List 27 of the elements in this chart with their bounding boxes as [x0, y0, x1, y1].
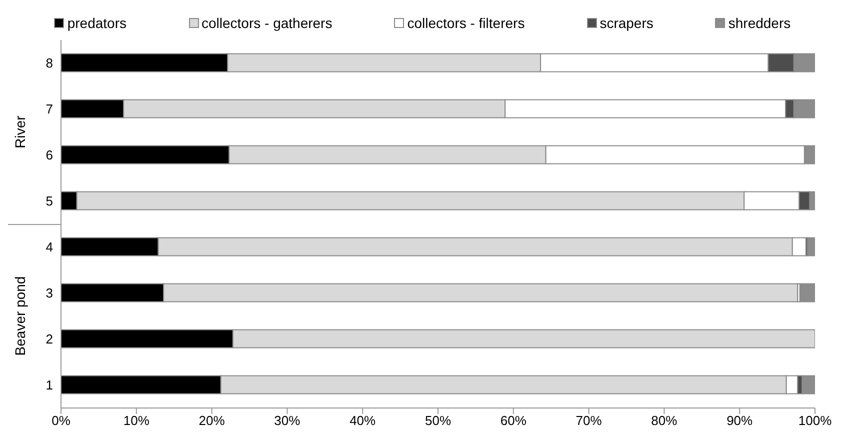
- y-tick-label: 8: [46, 56, 53, 71]
- x-tick-label: 80%: [651, 413, 678, 428]
- legend-label: scrapers: [598, 14, 654, 32]
- text: River: [12, 116, 28, 148]
- x-tick-label: 60%: [500, 413, 527, 428]
- x-tick-label: 40%: [350, 413, 376, 428]
- y-tick-label: 2: [46, 332, 53, 347]
- x-tick-label: 70%: [576, 413, 602, 428]
- legend-label: collectors - gatherers: [200, 14, 332, 32]
- legend-label: collectors - filterers: [406, 14, 525, 32]
- bar: [799, 283, 815, 302]
- x-tick-label: 30%: [274, 413, 301, 428]
- y-tick-label: 3: [46, 286, 53, 301]
- x-tick-label: 100%: [798, 413, 832, 428]
- y-tick-label: 7: [46, 102, 53, 117]
- x-tick-label: 0%: [52, 413, 71, 428]
- x-tick-label: 10%: [123, 413, 150, 428]
- x-tick-label: 50%: [424, 413, 452, 428]
- legend-label: shredders: [727, 14, 791, 32]
- y-tick-label: 1: [46, 378, 53, 393]
- x-tick-label: 20%: [198, 413, 226, 428]
- y-tick-label: 6: [46, 148, 53, 163]
- legend-label: predators: [66, 14, 126, 32]
- y-tick-label: 5: [46, 194, 53, 209]
- x-tick-label: 90%: [726, 413, 754, 428]
- text: Beaver pond: [12, 276, 28, 356]
- y-tick-label: 4: [46, 240, 53, 255]
